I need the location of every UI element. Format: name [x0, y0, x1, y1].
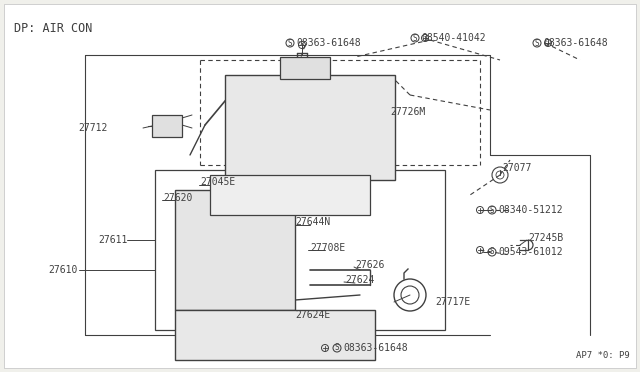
Bar	[175, 310, 375, 360]
Text: 27611: 27611	[99, 235, 128, 245]
Text: 09543-61012: 09543-61012	[498, 247, 563, 257]
Bar	[152, 115, 182, 137]
Text: DP: AIR CON: DP: AIR CON	[14, 22, 92, 35]
Text: S: S	[490, 247, 494, 257]
Text: 27626: 27626	[355, 260, 385, 270]
Text: 08363-61648: 08363-61648	[296, 38, 360, 48]
Bar	[175, 190, 295, 310]
Text: 27077: 27077	[502, 163, 531, 173]
Text: 27624: 27624	[345, 275, 374, 285]
Text: 27620: 27620	[163, 193, 193, 203]
Text: 27245B: 27245B	[528, 233, 563, 243]
Text: S: S	[288, 38, 292, 48]
Bar	[210, 175, 370, 215]
Bar	[225, 75, 395, 180]
Bar	[280, 57, 330, 79]
Text: 27726M: 27726M	[390, 107, 425, 117]
Text: AP7 *0: P9: AP7 *0: P9	[576, 351, 630, 360]
Text: 08340-51212: 08340-51212	[498, 205, 563, 215]
Text: 08540-41042: 08540-41042	[421, 33, 486, 43]
Text: 27712: 27712	[79, 123, 108, 133]
Text: 08363-61648: 08363-61648	[343, 343, 408, 353]
Text: S: S	[413, 33, 417, 42]
Text: S: S	[534, 38, 540, 48]
Text: 27045E: 27045E	[200, 177, 236, 187]
Text: S: S	[490, 205, 494, 215]
Text: 08363-61648: 08363-61648	[543, 38, 607, 48]
Bar	[155, 170, 445, 330]
Text: 27644N: 27644N	[295, 217, 330, 227]
Text: 27708E: 27708E	[310, 243, 345, 253]
Text: 27624E: 27624E	[295, 310, 330, 320]
Text: 27610: 27610	[49, 265, 78, 275]
Text: S: S	[335, 343, 339, 353]
Text: 27717E: 27717E	[435, 297, 470, 307]
